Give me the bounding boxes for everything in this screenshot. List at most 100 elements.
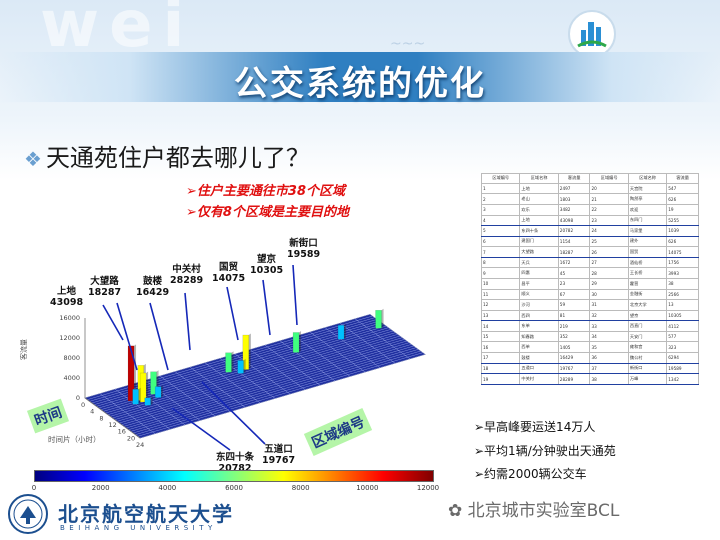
table-row: 12 沙河 59 31 北京大学 13 [480, 299, 699, 311]
table-cell: 1 [480, 182, 521, 195]
table-cell: 上地 [519, 182, 559, 195]
table-header-cell: 区域编号 [589, 173, 629, 184]
table-row: 17 鼓楼 16429 36 魏公村 6294 [480, 352, 699, 364]
table-cell: 13 [666, 299, 699, 311]
chart-bars [127, 308, 384, 406]
arrows [102, 264, 298, 451]
table-cell: 沙河 [519, 299, 559, 311]
table-row: 10 昌平 23 29 霍营 38 [480, 278, 699, 290]
table-cell: 5 [480, 225, 521, 237]
colorbar-tick: 4000 [158, 484, 177, 492]
table-cell: 五道口 [519, 362, 559, 375]
table-cell: 万峰 [627, 373, 668, 385]
table-cell: 18287 [557, 246, 591, 258]
table-cell: 10305 [666, 309, 699, 322]
table-cell: 2497 [557, 182, 591, 195]
table-cell: 欢乐 [519, 203, 559, 216]
table-cell: 6294 [666, 352, 699, 364]
table-cell: 547 [666, 182, 699, 195]
table-cell: 17 [480, 352, 521, 364]
table-cell: 38 [589, 373, 629, 385]
table-cell: 陶然亭 [627, 193, 668, 205]
table-cell: 东四门 [627, 214, 668, 227]
table-row: 5 东四十条 20782 24 马家堡 1039 [480, 225, 699, 237]
slide-title: 公交系统的优化 [234, 64, 486, 104]
table-row: 16 西单 1405 35 雍和宫 323 [480, 341, 699, 354]
label-dongsishitiao: 东四十条 20782 [216, 452, 255, 474]
table-cell: 4112 [666, 320, 699, 332]
bullet-3: ➢约需2000辆公交车 [474, 467, 587, 481]
table-cell: 上地 [519, 214, 559, 227]
table-cell: 魏公村 [627, 352, 668, 364]
table-cell: 9 [480, 267, 521, 279]
table-header-row: 区域编号 区域名称 客流量 区域编号 区域名称 客流量 [480, 173, 699, 184]
table-cell: 19 [666, 203, 699, 216]
z-tick-label: 16000 [59, 314, 80, 322]
label-wangjing: 望京 10305 [250, 254, 284, 276]
table-cell: 12 [480, 299, 521, 311]
table-cell: 36 [589, 352, 629, 364]
table-cell: 1803 [557, 193, 591, 205]
table-cell: 顺义 [519, 288, 559, 301]
table-cell: 26 [589, 246, 629, 258]
chart-bar [225, 351, 234, 373]
table-cell: 23 [557, 278, 591, 290]
table-cell: 望京 [627, 309, 668, 322]
table-cell: 西单 [519, 341, 559, 354]
wechat-icon: ✿ [448, 501, 468, 521]
x-tick-label: 16 [118, 428, 126, 436]
table-cell: 37 [589, 362, 629, 375]
note-line-1: ➢住户主要通往市38个区域 [186, 184, 345, 199]
chart-bar [154, 385, 164, 398]
table-cell: 马家堡 [627, 225, 668, 237]
colorbar [34, 470, 434, 482]
table-row: 2 老山 1803 21 陶然亭 626 [480, 193, 699, 205]
table-cell: 20782 [557, 225, 591, 237]
table-cell: 22 [589, 203, 629, 216]
table-cell: 16 [480, 341, 521, 354]
table-cell: 13 [480, 309, 521, 322]
table-cell: 20 [589, 182, 629, 195]
institution-logo [568, 10, 616, 58]
background-ghost-text: wei [40, 0, 195, 62]
table-cell: 西四 [519, 309, 559, 322]
chart-floor-grid [84, 314, 426, 439]
table-cell: 东单 [519, 320, 559, 332]
table-cell: 10 [480, 278, 521, 290]
university-seal-icon [8, 494, 48, 534]
table-cell: 34 [589, 330, 629, 343]
background-ghost-subtext: ~~~ [390, 36, 426, 52]
table-cell: 11 [480, 288, 521, 301]
table-header-cell: 区域编号 [480, 173, 521, 184]
table-cell: 7 [480, 246, 521, 258]
table-cell: 31 [589, 299, 629, 311]
diamond-bullet-icon: ❖ [24, 147, 42, 171]
label-zhongguancun: 中关村 28289 [170, 264, 204, 286]
table-cell: 81 [557, 309, 591, 322]
table-cell: 30 [589, 288, 629, 301]
table-cell: 27 [589, 256, 629, 269]
table-cell: 35 [589, 341, 629, 354]
table-cell: 四惠 [519, 267, 559, 279]
label-wudaokou: 五道口 19767 [262, 444, 296, 466]
z-tick-label: 12000 [59, 334, 80, 342]
table-header-cell: 区域名称 [519, 173, 559, 184]
x-tick-label: 4 [90, 408, 94, 416]
z-axis [84, 318, 141, 439]
university-name-cn: 北京航空航天大学 [58, 502, 234, 526]
table-cell: 28289 [557, 373, 591, 385]
table-cell: 中关村 [519, 373, 559, 385]
chart-bar [292, 330, 302, 353]
table-cell: 323 [666, 341, 699, 354]
label-shangdi: 上地 43098 [50, 286, 84, 308]
table-cell: 建外 [627, 235, 668, 248]
table-cell: 鼓楼 [519, 352, 559, 364]
z-tick-label: 8000 [63, 354, 80, 362]
colorbar-tick: 6000 [225, 484, 243, 492]
table-cell: 15 [480, 330, 521, 343]
chart-bar [139, 371, 149, 403]
table-row: 4 上地 43098 23 东四门 5255 [480, 214, 699, 227]
table-cell: 酒仙桥 [627, 256, 668, 269]
